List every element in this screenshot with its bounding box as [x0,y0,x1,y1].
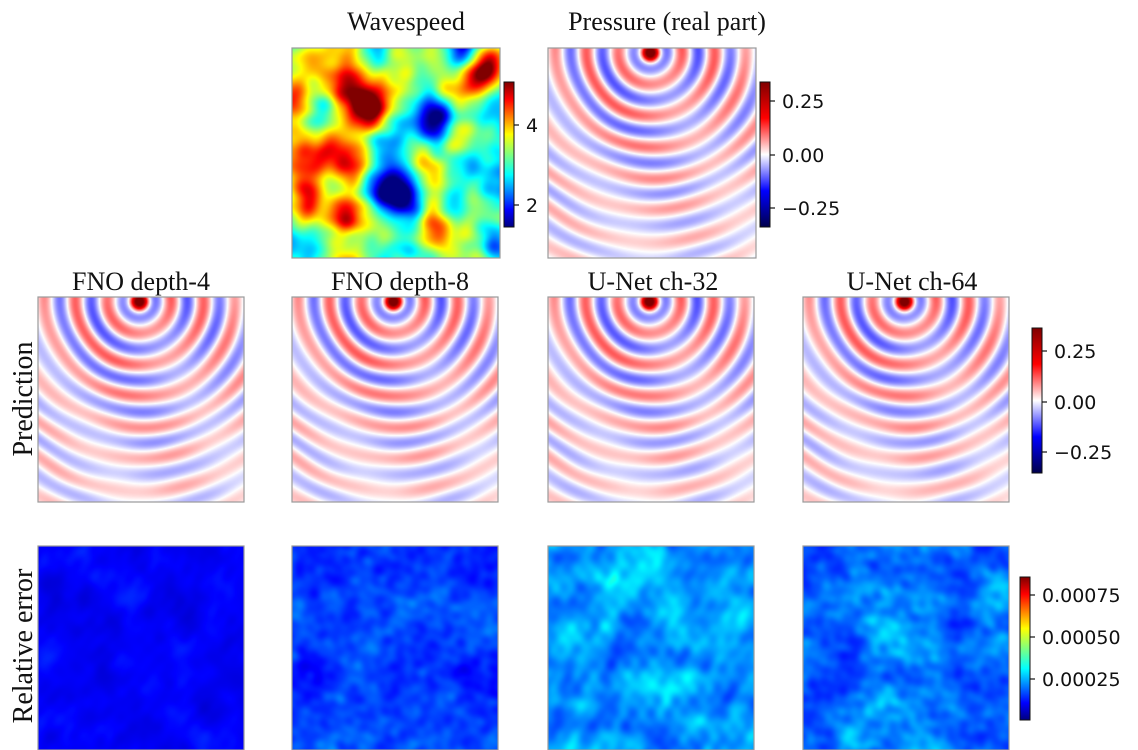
heatmap-err2 [292,546,498,750]
heatmap-pred4 [803,297,1009,502]
title-pressure: Pressure (real part) [568,7,766,36]
frame-pred1 [37,296,245,503]
frame-err4 [802,545,1010,750]
frame-pressure [547,47,757,259]
heatmap-err3 [548,546,754,750]
colorbar-error-tick-00025: 0.00025 [1042,669,1121,691]
colorbar-prediction: 0.25 0.00 −0.25 [1031,327,1112,474]
title-fno-depth-8: FNO depth-8 [331,267,469,296]
colorbar-pressure-tick-025: 0.25 [782,91,824,113]
heatmap-wavespeed [292,48,500,258]
colorbar-prediction-tick-000: 0.00 [1054,392,1096,414]
heatmap-pred1 [38,297,244,502]
colorbar-pressure-tick-neg025: −0.25 [782,198,840,220]
row-label-prediction: Prediction [8,341,39,456]
frame-err2 [291,545,499,750]
frame-pred2 [291,296,499,503]
title-unet-ch-32: U-Net ch-32 [588,267,719,296]
row-label-relative-error: Relative error [8,568,39,723]
title-unet-ch-64: U-Net ch-64 [847,267,978,296]
heatmap-pred3 [548,297,754,502]
colorbar-prediction-tick-025: 0.25 [1054,341,1096,363]
title-wavespeed: Wavespeed [347,7,465,36]
frame-err1 [37,545,245,750]
frame-pred3 [547,296,755,503]
title-fno-depth-4: FNO depth-4 [72,267,210,296]
heatmap-err4 [803,546,1009,750]
frame-wavespeed [291,47,501,259]
frame-err3 [547,545,755,750]
colorbar-pressure: 0.25 0.00 −0.25 [759,81,840,228]
heatmap-pressure [548,48,756,258]
frame-pred4 [802,296,1010,503]
colorbar-pressure-tick-000: 0.00 [782,145,824,167]
colorbar-wavespeed-tick-4: 4 [526,115,538,137]
heatmap-pred2 [292,297,498,502]
colorbar-error: 0.00075 0.00050 0.00025 [1019,576,1121,721]
colorbar-error-tick-00075: 0.00075 [1042,585,1121,607]
colorbar-prediction-tick-neg025: −0.25 [1054,442,1112,464]
heatmap-err1 [38,546,244,750]
colorbar-wavespeed-tick-2: 2 [526,195,538,217]
colorbar-wavespeed: 4 2 [503,81,538,228]
colorbar-error-tick-00050: 0.00050 [1042,627,1121,649]
